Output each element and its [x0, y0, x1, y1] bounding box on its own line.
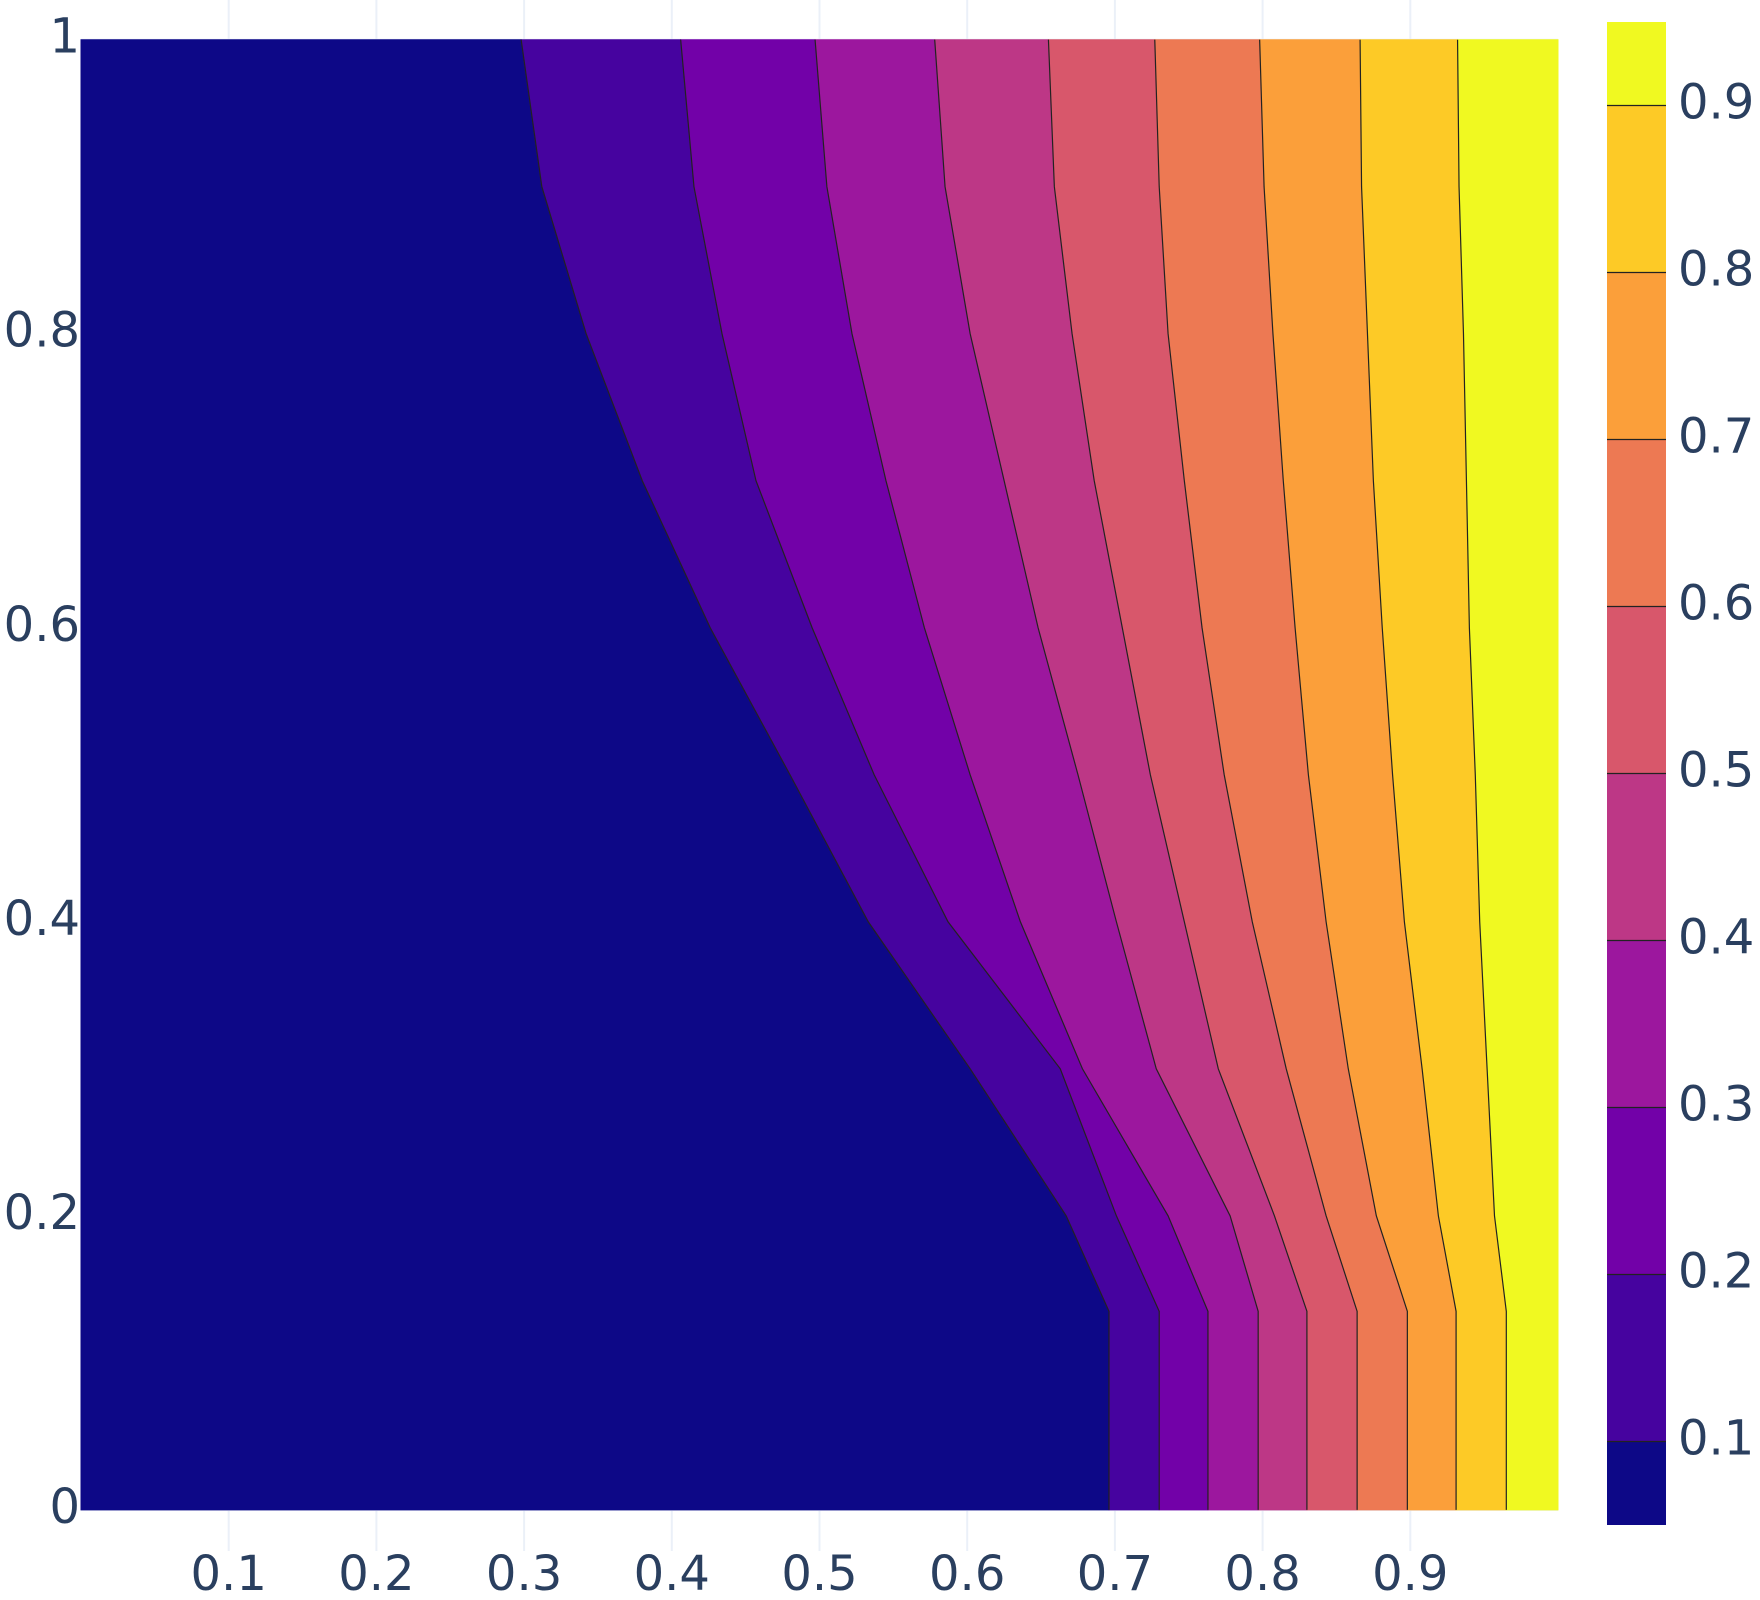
x-tick-label: 0.5: [781, 1546, 857, 1600]
x-tick-label: 0.7: [1077, 1546, 1153, 1600]
contour-line: [680, 39, 1160, 1510]
x-tick-label: 0.3: [486, 1546, 562, 1600]
x-tick-label: 0.2: [338, 1546, 414, 1600]
contour-line: [1359, 39, 1457, 1510]
contour-line: [1154, 39, 1358, 1510]
x-tick-label: 0.9: [1372, 1546, 1448, 1600]
y-tick-label: 0: [49, 1479, 80, 1535]
colorbar-tick-label: 0.4: [1678, 910, 1754, 966]
y-tick-label: 1: [49, 9, 80, 65]
colorbar-segment: [1607, 1274, 1666, 1442]
colorbar-segment: [1607, 773, 1666, 941]
colorbar-tick-label: 0.2: [1678, 1244, 1754, 1300]
colorbar-tick-label: 0.3: [1678, 1077, 1754, 1133]
colorbar-segment: [1607, 439, 1666, 607]
colorbar-tick-label: 0.8: [1678, 242, 1754, 298]
x-tick-label: 0.6: [929, 1546, 1005, 1600]
colorbar-segment: [1607, 1441, 1666, 1525]
colorbar-tick-label: 0.5: [1678, 743, 1754, 799]
colorbar-segment: [1607, 940, 1666, 1108]
contour-line: [1456, 39, 1507, 1510]
x-tick-label: 0.8: [1224, 1546, 1300, 1600]
contour-line: [1047, 39, 1308, 1510]
colorbar-tick-label: 0.7: [1678, 409, 1754, 465]
y-tick-label: 0.8: [4, 303, 80, 359]
colorbar-segment: [1607, 1107, 1666, 1275]
contour-line: [814, 39, 1209, 1510]
colorbar-tick-label: 0.6: [1678, 576, 1754, 632]
colorbar-segment: [1607, 272, 1666, 440]
colorbar-segment: [1607, 105, 1666, 273]
y-tick-label: 0.2: [4, 1185, 80, 1241]
contour-line: [934, 39, 1259, 1510]
colorbar-tick-label: 0.9: [1678, 75, 1754, 131]
contour-line: [1259, 39, 1408, 1510]
colorbar-tick-label: 0.1: [1678, 1411, 1754, 1467]
colorbar-segment: [1607, 606, 1666, 774]
x-tick-label: 0.1: [191, 1546, 267, 1600]
x-tick-label: 0.4: [634, 1546, 710, 1600]
contour-line: [520, 39, 1110, 1510]
colorbar-segment: [1607, 22, 1666, 106]
y-tick-label: 0.4: [4, 891, 80, 947]
y-tick-label: 0.6: [4, 597, 80, 653]
